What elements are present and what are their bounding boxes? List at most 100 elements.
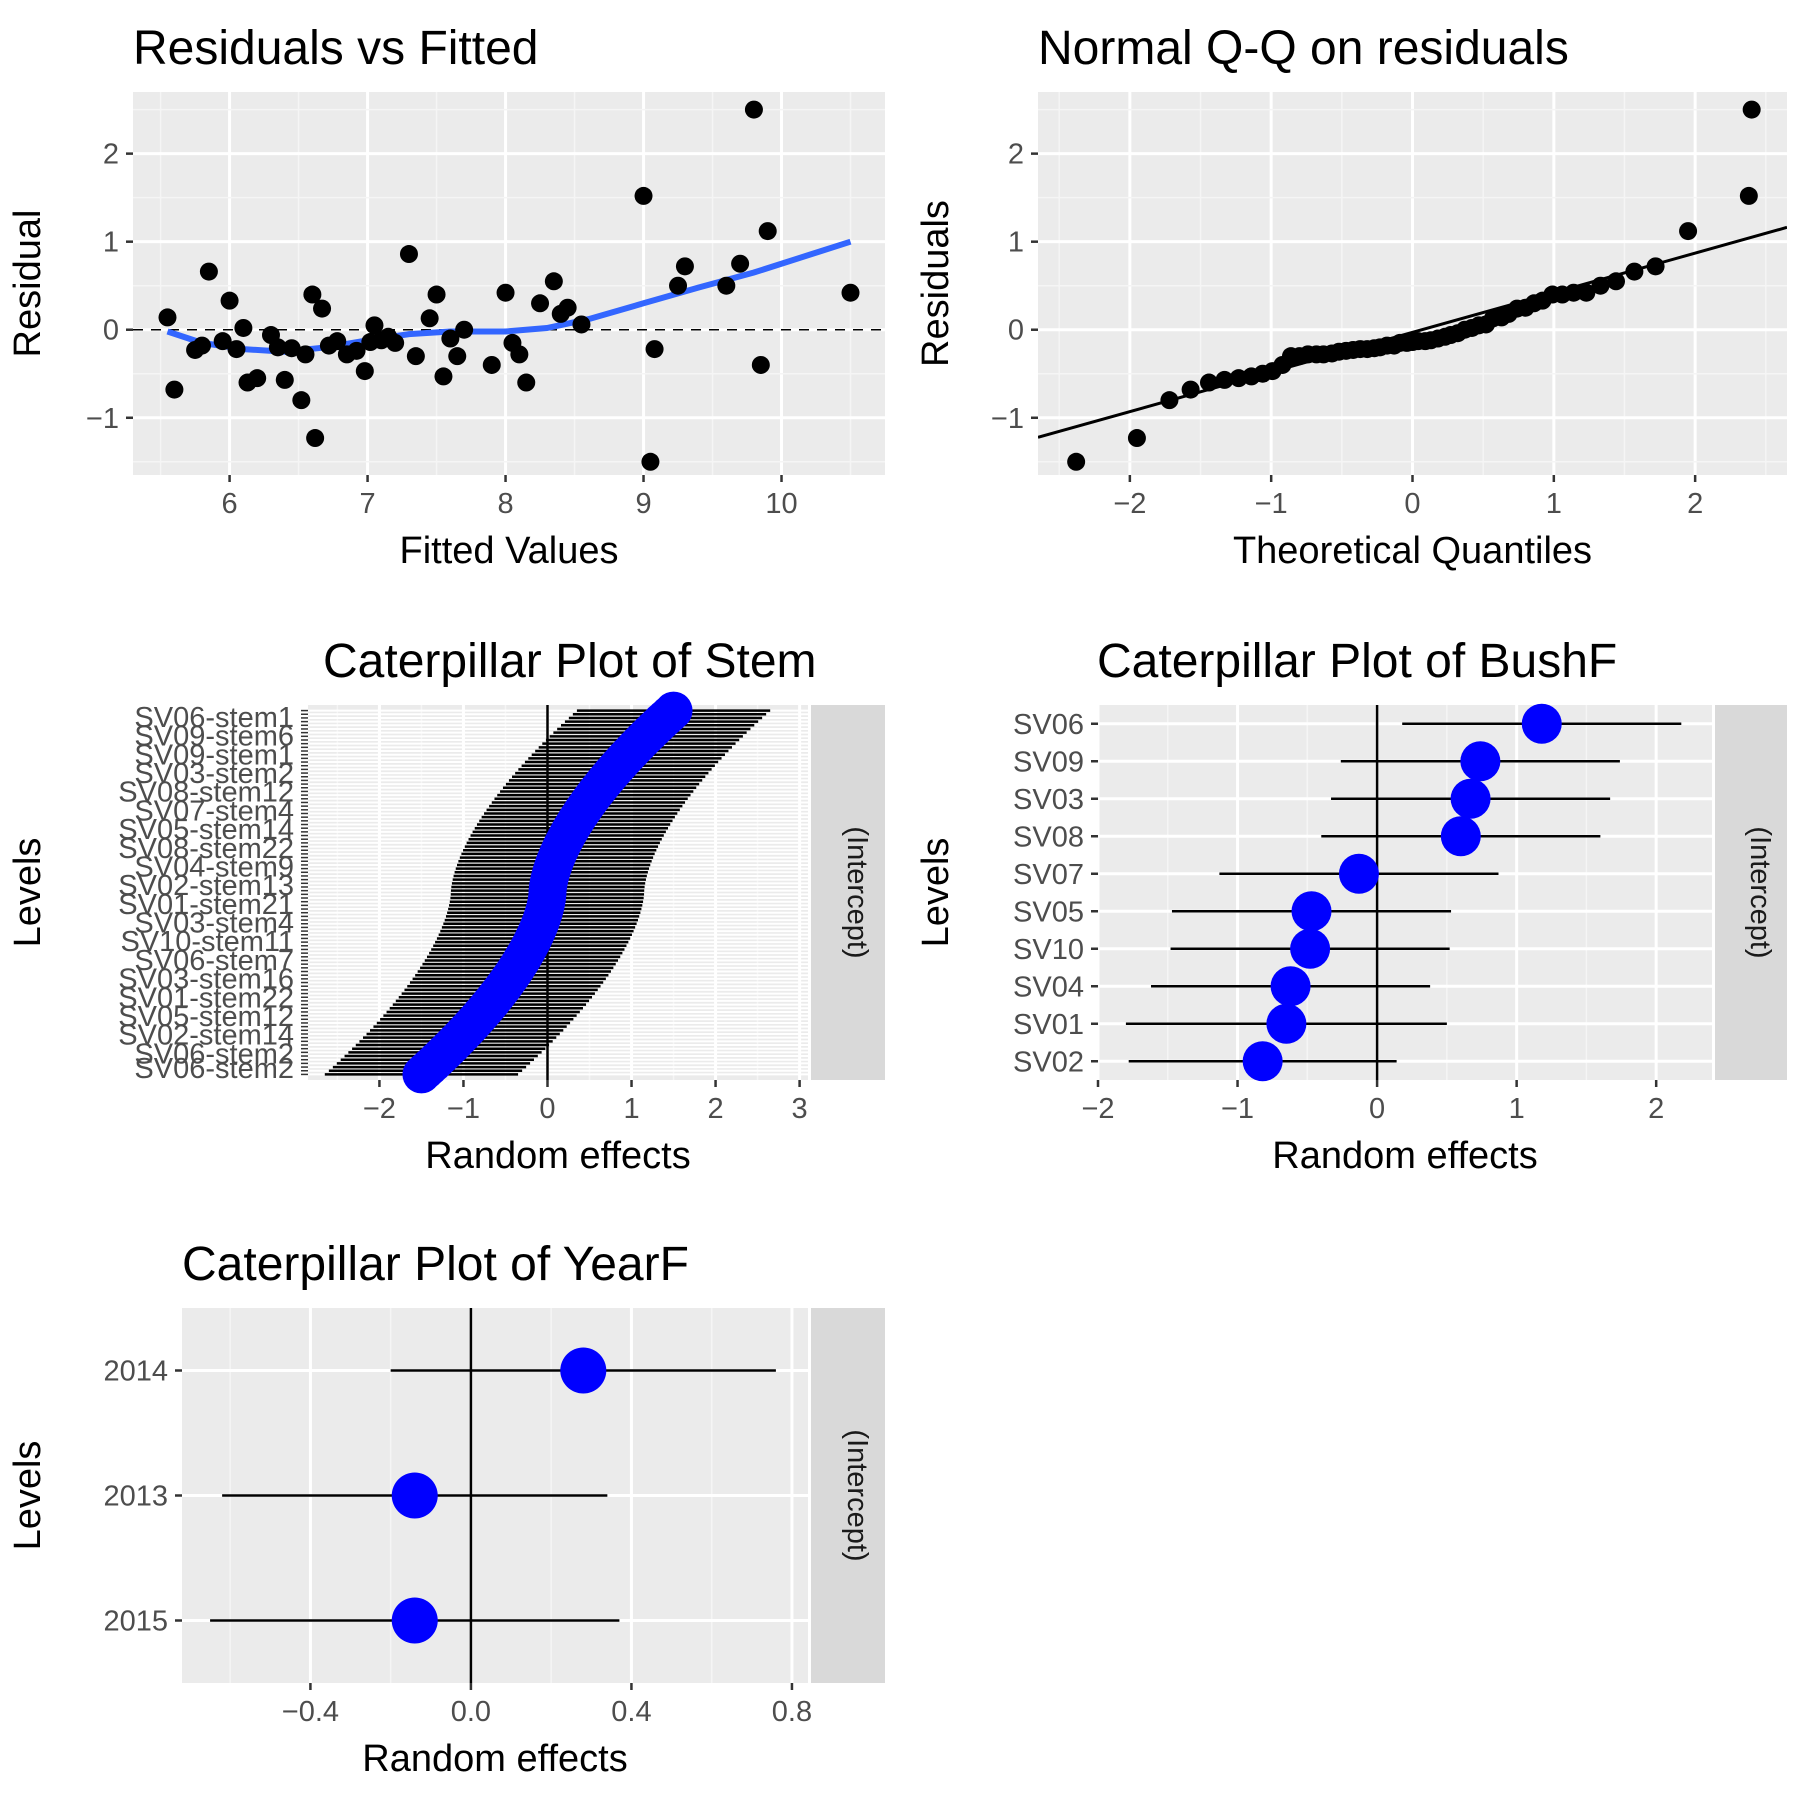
x-tick-label: 9 xyxy=(635,488,651,520)
panel-year: −0.4 0.0 0.4 0.8 Caterpillar Plot of YearF Ra… xyxy=(7,1238,885,1780)
x-tick-label: 10 xyxy=(765,488,797,520)
estimate-point xyxy=(1521,703,1562,744)
data-point xyxy=(1199,373,1218,392)
estimate-point xyxy=(402,1055,441,1094)
data-point xyxy=(199,262,218,281)
y-tick-label: SV06 xyxy=(1013,709,1084,741)
data-point xyxy=(158,308,177,327)
data-point xyxy=(365,316,384,335)
data-point xyxy=(1625,262,1644,281)
data-point xyxy=(455,320,474,339)
x-tick-label: 1 xyxy=(623,1093,639,1125)
panel-bush: −2 −1 0 1 2 Caterpillar Plot of BushF Random e… xyxy=(915,635,1787,1177)
y-tick-label: 2 xyxy=(1008,139,1024,171)
x-tick-label: 1 xyxy=(1546,488,1562,520)
data-point xyxy=(634,186,653,205)
x-tick-label: 2 xyxy=(1648,1093,1664,1125)
estimate-point xyxy=(1266,1003,1307,1044)
y-axis-title: Levels xyxy=(7,1441,49,1551)
data-point xyxy=(213,332,232,351)
y-tick-label: SV08-stem22 xyxy=(118,833,294,865)
y-tick-label: SV03-stem16 xyxy=(118,964,294,996)
data-point xyxy=(1739,186,1758,205)
x-axis-title: Fitted Values xyxy=(400,530,619,572)
y-axis-title: Residuals xyxy=(915,200,957,367)
data-point xyxy=(645,340,664,359)
data-point xyxy=(165,380,184,399)
data-point xyxy=(313,299,332,318)
data-point xyxy=(282,339,301,358)
data-point xyxy=(669,276,688,295)
data-point xyxy=(1577,283,1596,302)
y-tick-label: SV02 xyxy=(1013,1046,1084,1078)
x-tick-label: 2 xyxy=(707,1093,723,1125)
y-tick-label: SV03 xyxy=(1013,784,1084,816)
data-point xyxy=(296,345,315,364)
data-point xyxy=(268,338,287,357)
data-point xyxy=(641,452,660,471)
chart-title: Caterpillar Plot of YearF xyxy=(182,1238,689,1291)
estimate-point xyxy=(1460,741,1501,782)
data-point xyxy=(192,336,211,355)
x-tick-label: 0 xyxy=(1404,488,1420,520)
x-tick-label: −0.4 xyxy=(282,1696,339,1728)
facet-strip-label: (Intercept) xyxy=(1744,826,1776,958)
y-tick-label: SV06-stem1 xyxy=(134,702,294,734)
data-point xyxy=(1564,283,1583,302)
data-point xyxy=(303,285,322,304)
data-point xyxy=(275,370,294,389)
data-point xyxy=(1679,222,1698,241)
y-tick-label: SV05-stem14 xyxy=(118,814,294,846)
y-tick-label: 1 xyxy=(103,227,119,259)
data-point xyxy=(328,332,347,351)
estimate-point xyxy=(1450,778,1491,819)
facet-strip-label: (Intercept) xyxy=(841,1429,873,1561)
y-tick-label: SV07 xyxy=(1013,859,1084,891)
y-tick-label: SV10 xyxy=(1013,934,1084,966)
data-point xyxy=(1742,100,1761,119)
data-point xyxy=(531,294,550,313)
data-point xyxy=(386,333,405,352)
x-axis-title: Random effects xyxy=(362,1738,627,1780)
x-tick-label: 0 xyxy=(539,1093,555,1125)
x-tick-label: 0.4 xyxy=(611,1696,651,1728)
panel-background xyxy=(1098,705,1712,1080)
chart-title: Residuals vs Fitted xyxy=(133,22,539,75)
data-point xyxy=(731,254,750,273)
data-point xyxy=(482,355,501,374)
x-tick-label: 0.0 xyxy=(451,1696,491,1728)
estimate-point xyxy=(560,1347,607,1394)
estimate-point xyxy=(1338,853,1379,894)
data-point xyxy=(510,345,529,364)
facet-strip xyxy=(1715,705,1787,1080)
x-tick-label: −1 xyxy=(447,1093,480,1125)
x-tick-label: 0 xyxy=(1369,1093,1385,1125)
y-tick-label: SV05-stem12 xyxy=(118,1001,294,1033)
y-tick-label: SV05 xyxy=(1013,896,1084,928)
data-point xyxy=(517,373,536,392)
data-point xyxy=(572,315,591,334)
data-point xyxy=(1591,276,1610,295)
chart-title: Caterpillar Plot of Stem xyxy=(323,635,817,688)
data-point xyxy=(496,283,515,302)
data-point xyxy=(399,245,418,264)
x-tick-label: 7 xyxy=(359,488,375,520)
y-tick-label: SV09-stem1 xyxy=(134,739,294,771)
y-tick-label: SV07-stem4 xyxy=(134,795,294,827)
data-point xyxy=(544,272,563,291)
y-tick-label: SV04 xyxy=(1013,971,1084,1003)
data-point xyxy=(751,355,770,374)
data-point xyxy=(441,329,460,348)
panel-background xyxy=(133,92,885,475)
y-tick-label: SV02-stem13 xyxy=(118,870,294,902)
y-tick-label: −1 xyxy=(991,403,1024,435)
y-tick-label: SV01-stem22 xyxy=(118,982,294,1014)
panel-stem: −2 −1 0 1 2 3 Caterpillar Plot of Stem Random e… xyxy=(7,635,885,1177)
estimate-point xyxy=(1242,1041,1283,1082)
estimate-point xyxy=(1440,816,1481,857)
x-axis-title: Random effects xyxy=(425,1135,690,1177)
facet-strip-label: (Intercept) xyxy=(841,826,873,958)
data-point xyxy=(234,318,253,337)
